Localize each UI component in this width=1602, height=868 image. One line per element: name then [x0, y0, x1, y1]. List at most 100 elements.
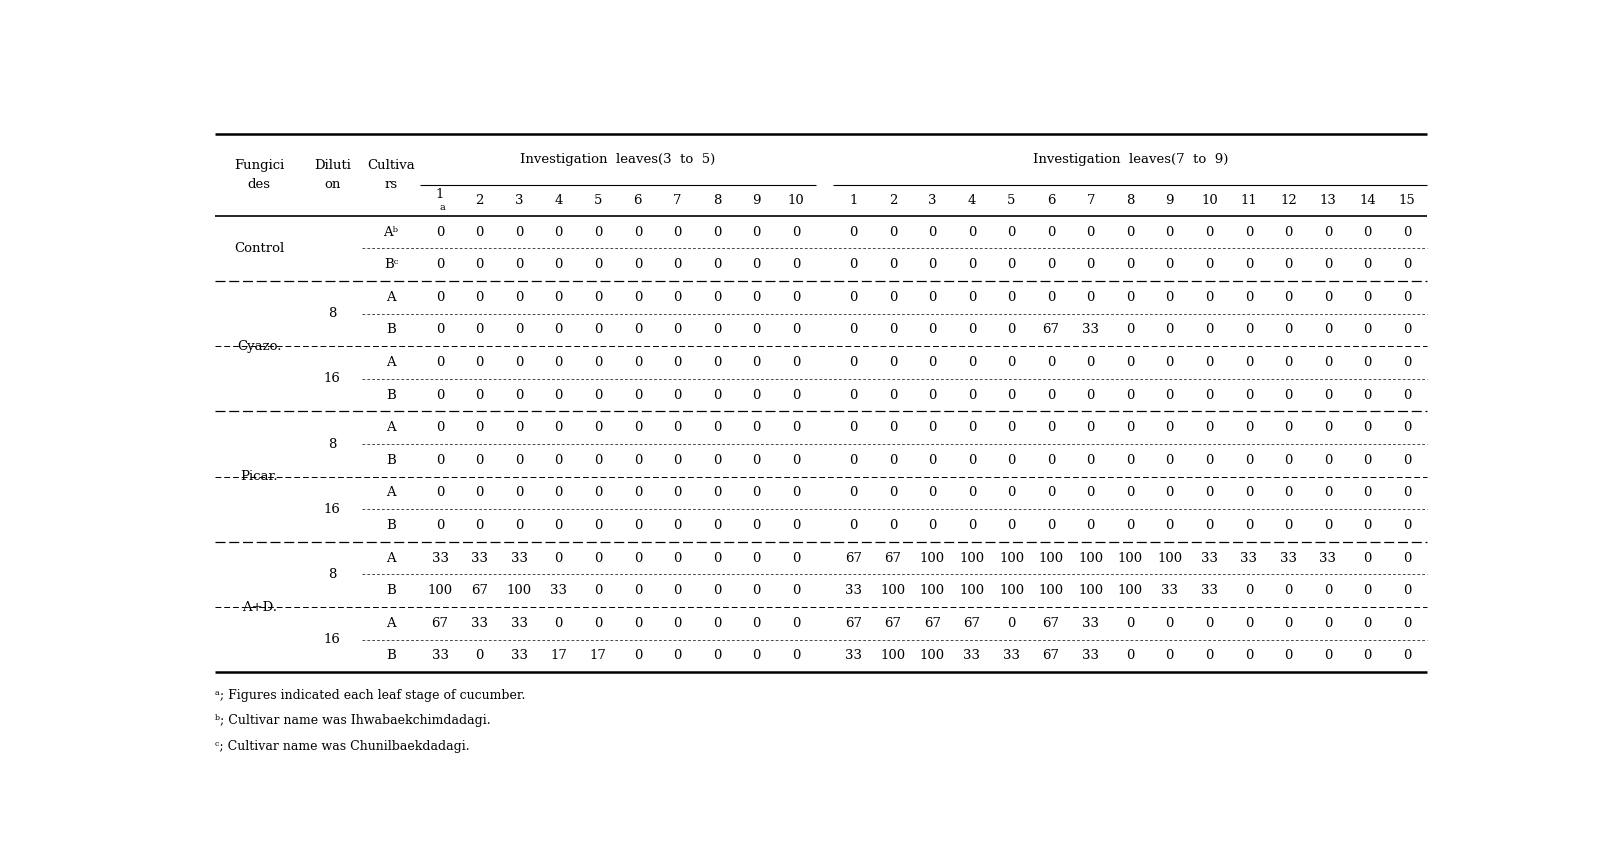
Text: 0: 0: [594, 356, 602, 369]
Text: 0: 0: [1363, 421, 1371, 434]
Text: 0: 0: [713, 649, 721, 662]
Text: 0: 0: [1245, 291, 1253, 304]
Text: 0: 0: [753, 617, 761, 630]
Text: 0: 0: [928, 454, 937, 467]
Text: 0: 0: [1285, 649, 1293, 662]
Text: 0: 0: [1245, 421, 1253, 434]
Text: 0: 0: [1363, 389, 1371, 402]
Text: 33: 33: [511, 649, 527, 662]
Text: 0: 0: [1166, 454, 1174, 467]
Text: 0: 0: [753, 258, 761, 271]
Text: 0: 0: [791, 584, 801, 597]
Text: 0: 0: [791, 258, 801, 271]
Text: 100: 100: [920, 649, 945, 662]
Text: 0: 0: [1166, 421, 1174, 434]
Text: ᵇ; Cultivar name was Ihwabaekchimdadagi.: ᵇ; Cultivar name was Ihwabaekchimdadagi.: [215, 714, 490, 727]
Text: 0: 0: [673, 552, 681, 565]
Text: 0: 0: [753, 486, 761, 499]
Text: 0: 0: [753, 519, 761, 532]
Text: 0: 0: [594, 552, 602, 565]
Text: 0: 0: [791, 649, 801, 662]
Text: 0: 0: [1285, 258, 1293, 271]
Text: 0: 0: [673, 258, 681, 271]
Text: 0: 0: [1245, 454, 1253, 467]
Text: 16: 16: [324, 633, 341, 646]
Text: Cyazo.: Cyazo.: [237, 339, 282, 352]
Text: 100: 100: [1078, 552, 1104, 565]
Text: 12: 12: [1280, 194, 1296, 207]
Text: 0: 0: [968, 389, 976, 402]
Text: 0: 0: [554, 356, 562, 369]
Text: 0: 0: [1403, 389, 1411, 402]
Text: 0: 0: [514, 421, 524, 434]
Text: 0: 0: [753, 291, 761, 304]
Text: 0: 0: [1285, 486, 1293, 499]
Text: 0: 0: [1008, 454, 1016, 467]
Text: 0: 0: [713, 617, 721, 630]
Text: 0: 0: [1245, 356, 1253, 369]
Text: 2: 2: [476, 194, 484, 207]
Text: 0: 0: [634, 389, 642, 402]
Text: 0: 0: [889, 258, 897, 271]
Text: 0: 0: [1363, 584, 1371, 597]
Text: 0: 0: [1046, 421, 1056, 434]
Text: 0: 0: [673, 291, 681, 304]
Text: 0: 0: [1086, 519, 1094, 532]
Text: 0: 0: [1205, 324, 1213, 337]
Text: 0: 0: [1285, 356, 1293, 369]
Text: 0: 0: [889, 356, 897, 369]
Text: 0: 0: [554, 421, 562, 434]
Text: ᶜ; Cultivar name was Chunilbaekdadagi.: ᶜ; Cultivar name was Chunilbaekdadagi.: [215, 740, 469, 753]
Text: 33: 33: [471, 552, 489, 565]
Text: 33: 33: [511, 617, 527, 630]
Text: 0: 0: [1205, 389, 1213, 402]
Text: 3: 3: [928, 194, 937, 207]
Text: 6: 6: [1046, 194, 1056, 207]
Text: 0: 0: [928, 226, 937, 239]
Text: 0: 0: [1363, 324, 1371, 337]
Text: 0: 0: [1323, 324, 1333, 337]
Text: 0: 0: [436, 258, 444, 271]
Text: 100: 100: [428, 584, 453, 597]
Text: 0: 0: [1323, 519, 1333, 532]
Text: 0: 0: [1403, 291, 1411, 304]
Text: 0: 0: [1323, 617, 1333, 630]
Text: B: B: [386, 454, 396, 467]
Text: 67: 67: [884, 552, 902, 565]
Text: 0: 0: [1205, 421, 1213, 434]
Text: 0: 0: [791, 454, 801, 467]
Text: 0: 0: [1285, 584, 1293, 597]
Text: A+D.: A+D.: [242, 601, 277, 614]
Text: 0: 0: [1363, 356, 1371, 369]
Text: 0: 0: [889, 421, 897, 434]
Text: 0: 0: [1126, 519, 1134, 532]
Text: 0: 0: [1008, 324, 1016, 337]
Text: 0: 0: [1008, 356, 1016, 369]
Text: 0: 0: [1205, 226, 1213, 239]
Text: 100: 100: [920, 584, 945, 597]
Text: 0: 0: [436, 454, 444, 467]
Text: 0: 0: [554, 454, 562, 467]
Text: 0: 0: [791, 356, 801, 369]
Text: 0: 0: [1205, 617, 1213, 630]
Text: 0: 0: [634, 324, 642, 337]
Text: 0: 0: [849, 324, 857, 337]
Text: 0: 0: [554, 291, 562, 304]
Text: 0: 0: [889, 291, 897, 304]
Text: A: A: [386, 486, 396, 499]
Text: 0: 0: [1323, 258, 1333, 271]
Text: 8: 8: [328, 437, 336, 450]
Text: 0: 0: [1403, 617, 1411, 630]
Text: 0: 0: [1086, 356, 1094, 369]
Text: 0: 0: [1166, 649, 1174, 662]
Text: 0: 0: [673, 421, 681, 434]
Text: 0: 0: [594, 486, 602, 499]
Text: 16: 16: [324, 503, 341, 516]
Text: 0: 0: [594, 454, 602, 467]
Text: 0: 0: [1046, 519, 1056, 532]
Text: 0: 0: [554, 389, 562, 402]
Text: 10: 10: [1202, 194, 1218, 207]
Text: 0: 0: [1166, 258, 1174, 271]
Text: 0: 0: [1126, 649, 1134, 662]
Text: 0: 0: [634, 356, 642, 369]
